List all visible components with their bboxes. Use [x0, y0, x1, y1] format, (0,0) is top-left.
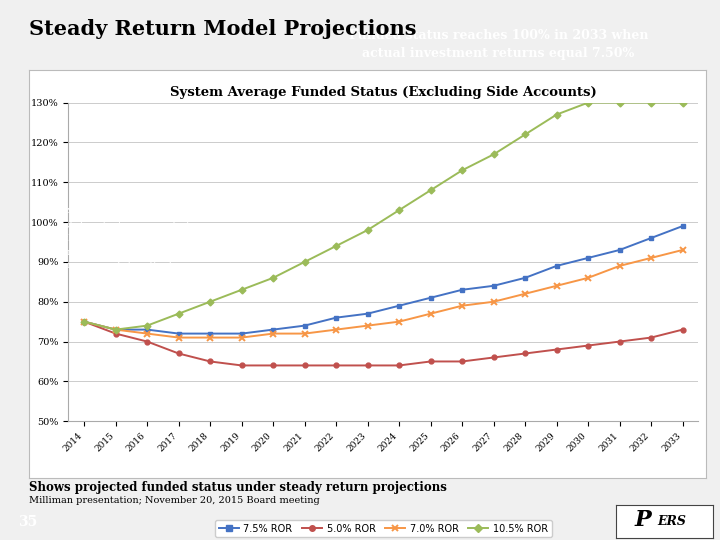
Text: At 7.50% actual return, funded
status declines in initial years,
then stabilizes: At 7.50% actual return, funded status de…	[64, 208, 228, 270]
Title: System Average Funded Status (Excluding Side Accounts): System Average Funded Status (Excluding …	[170, 86, 597, 99]
Text: ERS: ERS	[657, 515, 686, 528]
Text: P: P	[634, 509, 651, 531]
Text: Milliman presentation; November 20, 2015 Board meeting: Milliman presentation; November 20, 2015…	[29, 496, 320, 505]
Text: 35: 35	[18, 515, 37, 529]
Text: Shows projected funded status under steady return projections: Shows projected funded status under stea…	[29, 481, 446, 494]
Text: Steady Return Model Projections: Steady Return Model Projections	[29, 19, 416, 39]
Text: Funded status reaches 100% in 2033 when
actual investment returns equal 7.50%: Funded status reaches 100% in 2033 when …	[349, 29, 648, 60]
Legend: 7.5% ROR, 5.0% ROR, 7.0% ROR, 10.5% ROR: 7.5% ROR, 5.0% ROR, 7.0% ROR, 10.5% ROR	[215, 519, 552, 537]
